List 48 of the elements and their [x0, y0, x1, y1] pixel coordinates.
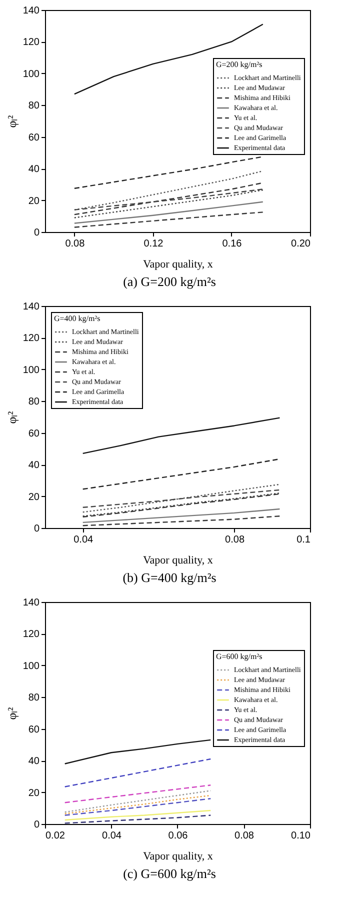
y-tick-label: 60 [28, 132, 40, 144]
x-axis-title: Vapor quality, x [143, 554, 214, 566]
y-tick-label: 140 [22, 6, 40, 16]
x-tick-label: 0.12 [144, 238, 164, 250]
x-tick-label: 0.20 [291, 238, 311, 250]
x-tick-label: 0.1 [296, 534, 311, 546]
legend-title: G=400 kg/m²s [54, 314, 100, 323]
text: (c) G=600 kg/m²s [122, 866, 217, 882]
y-tick-label: 140 [22, 302, 40, 312]
x-tick-label: 0.04 [102, 830, 122, 842]
text: (a) G=200 kg/m²s [122, 274, 217, 290]
y-tick-label: 0 [34, 820, 40, 830]
y-tick-label: 60 [28, 724, 40, 736]
legend-title: G=600 kg/m²s [216, 652, 262, 661]
legend-title: G=200 kg/m²s [216, 60, 262, 69]
y-tick-label: 60 [28, 428, 40, 440]
y-tick-label: 100 [22, 660, 40, 672]
x-tick-label: 0.04 [74, 534, 94, 546]
y-tick-label: 100 [22, 364, 40, 376]
y-tick-label: 20 [28, 788, 40, 799]
y-axis-title: φₗ² [4, 114, 19, 128]
y-tick-label: 20 [28, 492, 40, 503]
y-tick-label: 0 [34, 524, 40, 534]
y-tick-label: 0 [34, 228, 40, 238]
x-tick-label: 0.08 [225, 534, 245, 546]
y-tick-label: 40 [28, 756, 40, 768]
x-tick-label: 0.06 [168, 830, 188, 842]
y-tick-label: 140 [22, 598, 40, 608]
x-tick-label: 0.08 [234, 830, 254, 842]
y-tick-label: 120 [22, 37, 40, 48]
y-tick-label: 120 [22, 629, 40, 640]
y-axis-title: φₗ² [4, 706, 19, 720]
y-tick-label: 40 [28, 164, 40, 176]
y-tick-label: 120 [22, 333, 40, 344]
x-tick-label: 0.10 [291, 830, 311, 842]
x-tick-label: 0.16 [222, 238, 242, 250]
x-tick-label: 0.02 [46, 830, 66, 842]
x-tick-label: 0.08 [65, 238, 86, 250]
y-tick-label: 80 [28, 100, 40, 112]
y-tick-label: 40 [28, 460, 40, 472]
x-axis-title: Vapor quality, x [143, 258, 214, 270]
text: (b) G=400 kg/m²s [122, 570, 218, 586]
y-tick-label: 80 [28, 692, 40, 704]
y-axis-title: φₗ² [4, 410, 19, 424]
y-tick-label: 80 [28, 396, 40, 408]
y-tick-label: 100 [22, 68, 40, 80]
y-tick-label: 20 [28, 196, 40, 207]
x-axis-title: Vapor quality, x [143, 850, 214, 862]
